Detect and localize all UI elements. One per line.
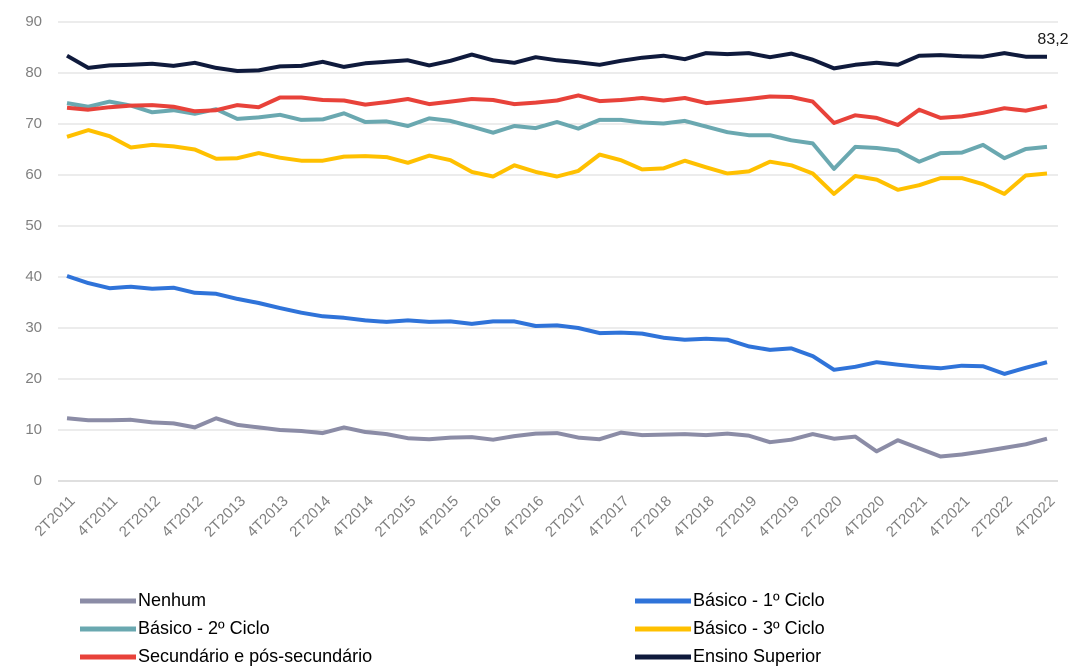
x-tick-label: 4T2013 <box>244 493 292 541</box>
x-tick-label: 4T2018 <box>670 493 718 541</box>
y-tick-label: 10 <box>25 421 42 438</box>
y-tick-label: 90 <box>25 13 42 30</box>
x-tick-label: 4T2022 <box>1011 493 1059 541</box>
x-tick-label: 4T2019 <box>755 493 803 541</box>
x-tick-label: 2T2021 <box>883 493 931 541</box>
x-tick-label: 2T2013 <box>201 493 249 541</box>
legend-label: Ensino Superior <box>693 646 821 666</box>
line-series <box>66 99 1048 171</box>
y-tick-label: 20 <box>25 370 42 387</box>
x-tick-label: 2T2011 <box>31 493 78 540</box>
x-tick-label: 2T2012 <box>116 493 164 541</box>
x-tick-label: 4T2021 <box>925 493 973 541</box>
x-tick-label: 2T2019 <box>712 493 760 541</box>
y-tick-label: 0 <box>34 472 42 489</box>
x-tick-label: 2T2014 <box>286 493 334 541</box>
y-tick-label: 40 <box>25 268 42 285</box>
x-tick-label: 2T2016 <box>457 493 505 541</box>
x-tick-label: 4T2011 <box>74 493 121 540</box>
x-tick-label: 4T2012 <box>158 493 206 541</box>
y-tick-label: 50 <box>25 217 42 234</box>
y-tick-label: 60 <box>25 166 42 183</box>
y-tick-label: 80 <box>25 64 42 81</box>
x-tick-label: 4T2014 <box>329 493 377 541</box>
y-tick-label: 70 <box>25 115 42 132</box>
legend-label: Básico - 2º Ciclo <box>138 618 270 638</box>
line-series <box>66 274 1048 376</box>
x-tick-label: 4T2016 <box>499 493 547 541</box>
x-tick-label: 4T2017 <box>585 493 633 541</box>
x-tick-label: 2T2017 <box>542 493 590 541</box>
line-series <box>66 416 1048 459</box>
x-tick-label: 4T2015 <box>414 493 462 541</box>
x-tick-label: 4T2020 <box>840 493 888 541</box>
line-series <box>66 128 1048 196</box>
legend-label: Secundário e pós-secundário <box>138 646 372 666</box>
legend-label: Básico - 1º Ciclo <box>693 590 825 610</box>
legend-label: Básico - 3º Ciclo <box>693 618 825 638</box>
data-label: 83,2 <box>1037 31 1068 48</box>
line-series <box>66 93 1048 127</box>
y-tick-label: 30 <box>25 319 42 336</box>
x-tick-label: 2T2022 <box>968 493 1016 541</box>
legend-label: Nenhum <box>138 590 206 610</box>
x-tick-label: 2T2015 <box>372 493 420 541</box>
x-tick-label: 2T2018 <box>627 493 675 541</box>
x-tick-label: 2T2020 <box>798 493 846 541</box>
line-series <box>66 51 1047 73</box>
